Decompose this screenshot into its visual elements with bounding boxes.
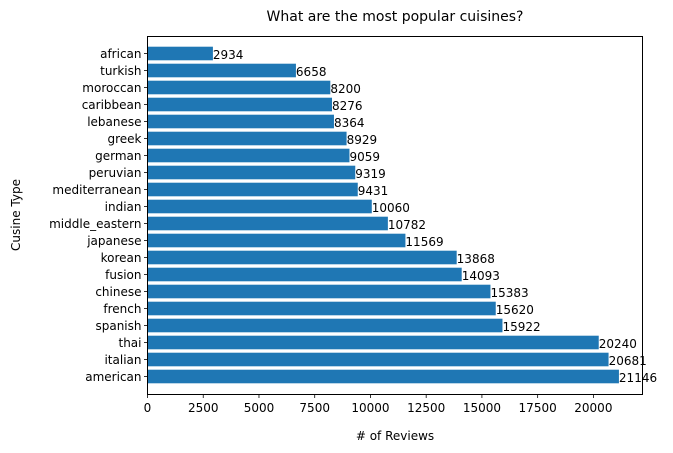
- y-tick-label-moroccan: moroccan: [82, 81, 141, 95]
- bar-french: [147, 301, 496, 316]
- bar-chinese: [147, 284, 491, 299]
- data-label-lebanese: 8364: [334, 116, 365, 130]
- x-tick-label-2500: 2500: [188, 401, 219, 415]
- bar-caribbean: [147, 97, 333, 112]
- x-tick-label-10000: 10000: [351, 401, 389, 415]
- data-label-japanese: 11569: [405, 235, 443, 249]
- data-label-mediterranean: 9431: [358, 184, 389, 198]
- y-tick-label-mediterranean: mediterranean: [52, 183, 141, 197]
- bar-moroccan: [147, 80, 331, 95]
- x-tick-label-20000: 20000: [574, 401, 612, 415]
- bars-group: [147, 46, 619, 384]
- data-label-spanish: 15922: [502, 320, 540, 334]
- bar-german: [147, 148, 350, 163]
- data-label-german: 9059: [349, 150, 380, 164]
- chart-title: What are the most popular cuisines?: [267, 9, 524, 25]
- y-tick-label-german: german: [95, 149, 141, 163]
- bar-american: [147, 369, 619, 384]
- bar-thai: [147, 335, 599, 350]
- y-tick-label-caribbean: caribbean: [82, 98, 142, 112]
- data-label-fusion: 14093: [462, 269, 500, 283]
- bar-mediterranean: [147, 182, 358, 197]
- y-tick-label-middle_eastern: middle_eastern: [49, 217, 141, 231]
- data-label-korean: 13868: [457, 252, 495, 266]
- x-tick-label-15000: 15000: [463, 401, 501, 415]
- y-tick-label-turkish: turkish: [100, 64, 141, 78]
- y-tick-label-spanish: spanish: [95, 319, 141, 333]
- data-labels: 21146 20681 20240 15922 15620 15383 14093 13868…: [213, 48, 657, 385]
- x-tick-label-12500: 12500: [407, 401, 445, 415]
- y-tick-label-american: american: [85, 370, 141, 384]
- x-tick-label-7500: 7500: [299, 401, 330, 415]
- data-label-moroccan: 8200: [330, 82, 361, 96]
- data-label-greek: 8929: [347, 133, 378, 147]
- x-ticks: 0 2500 5000 7500 10000 12500 15000 17500 20000: [144, 394, 612, 415]
- data-label-italian: 20681: [609, 354, 647, 368]
- bar-japanese: [147, 233, 406, 248]
- y-axis-title: Cusine Type: [9, 179, 23, 251]
- y-tick-label-greek: greek: [107, 132, 141, 146]
- y-tick-labels: american italian thai spanish french chinese f…: [49, 47, 148, 384]
- y-tick-label-korean: korean: [101, 251, 142, 265]
- bar-greek: [147, 131, 347, 146]
- y-tick-label-peruvian: peruvian: [89, 166, 142, 180]
- plot-frame: [147, 36, 643, 395]
- data-label-french: 15620: [496, 303, 534, 317]
- bar-indian: [147, 199, 372, 214]
- data-label-turkish: 6658: [296, 65, 327, 79]
- data-label-peruvian: 9319: [355, 167, 386, 181]
- y-tick-label-fusion: fusion: [105, 268, 141, 282]
- data-label-caribbean: 8276: [332, 99, 363, 113]
- data-label-middle_eastern: 10782: [388, 218, 426, 232]
- y-tick-label-italian: italian: [104, 353, 141, 367]
- data-label-chinese: 15383: [490, 286, 528, 300]
- y-tick-label-african: african: [100, 47, 141, 61]
- bar-peruvian: [147, 165, 356, 180]
- y-tick-label-indian: indian: [105, 200, 142, 214]
- bar-african: [147, 46, 213, 61]
- data-label-african: 2934: [213, 48, 244, 62]
- y-tick-label-french: french: [103, 302, 141, 316]
- y-tick-label-chinese: chinese: [95, 285, 141, 299]
- y-tick-label-lebanese: lebanese: [87, 115, 141, 129]
- bar-turkish: [147, 63, 296, 78]
- y-tick-label-japanese: japanese: [86, 234, 141, 248]
- bar-spanish: [147, 318, 503, 333]
- x-axis-title: # of Reviews: [356, 429, 434, 443]
- bar-korean: [147, 250, 457, 265]
- data-label-american: 21146: [619, 371, 657, 385]
- data-label-thai: 20240: [599, 337, 637, 351]
- x-tick-label-5000: 5000: [244, 401, 275, 415]
- bar-fusion: [147, 267, 462, 282]
- bar-italian: [147, 352, 609, 367]
- x-tick-label-17500: 17500: [519, 401, 557, 415]
- bar-middle_eastern: [147, 216, 388, 231]
- y-tick-label-thai: thai: [119, 336, 142, 350]
- bar-lebanese: [147, 114, 334, 129]
- data-label-indian: 10060: [372, 201, 410, 215]
- x-tick-label-0: 0: [144, 401, 152, 415]
